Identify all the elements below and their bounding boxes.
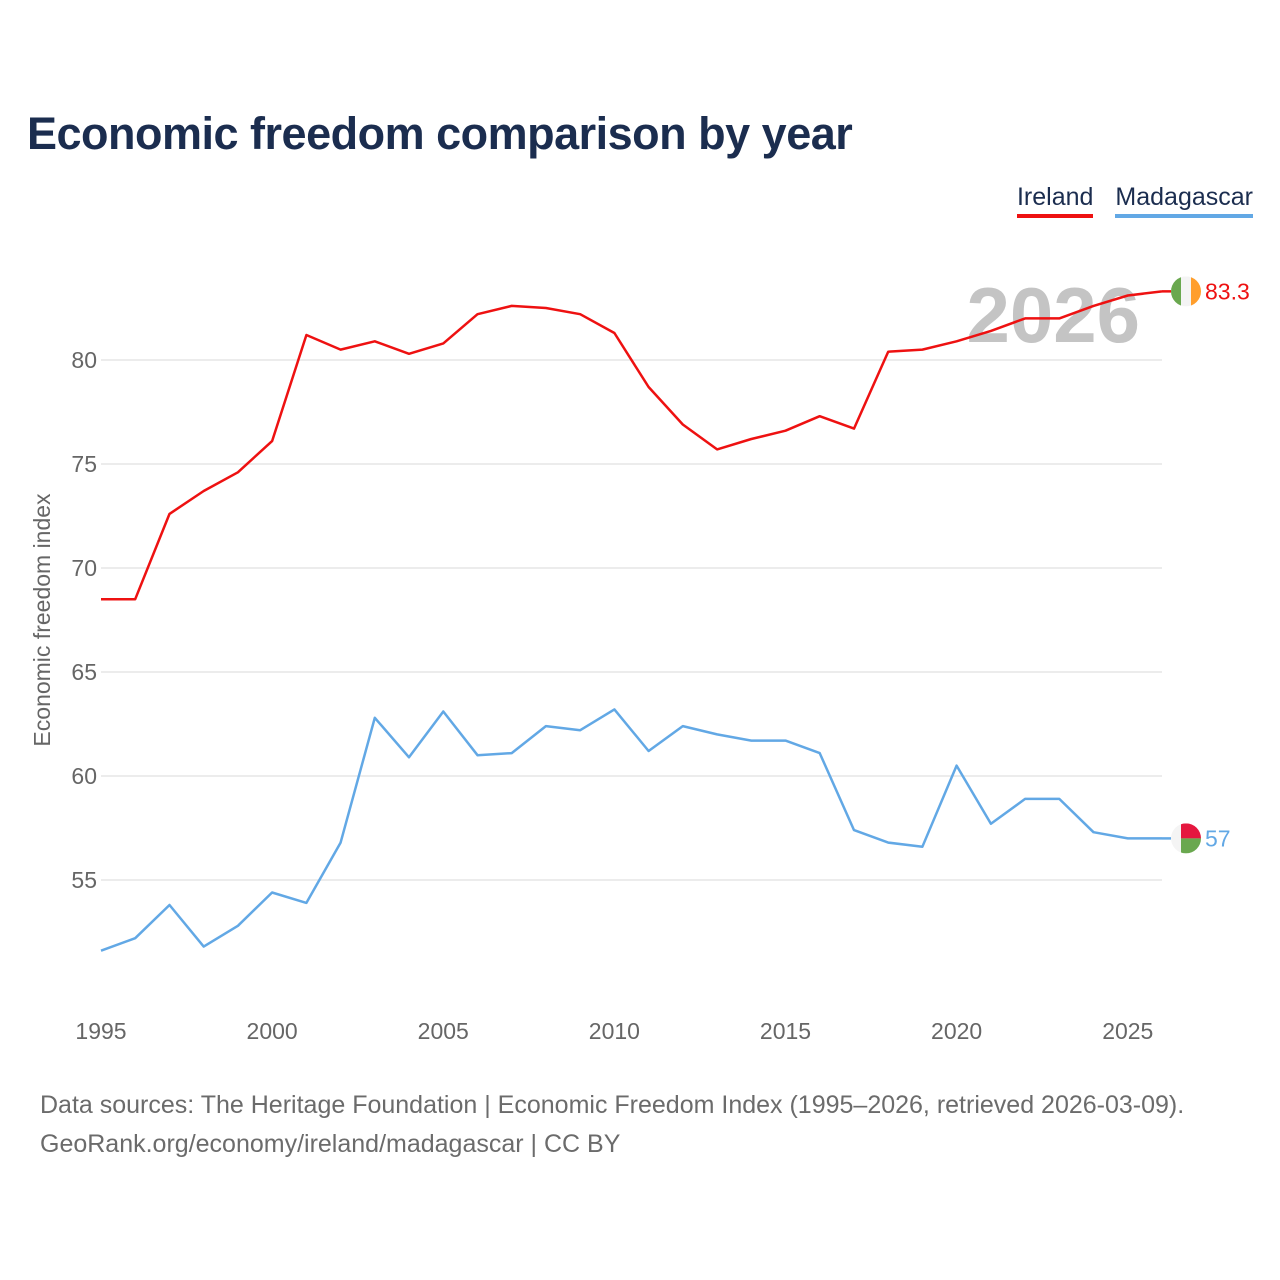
series-line-ireland[interactable]: [101, 290, 1163, 601]
y-tick-label-55: 55: [71, 867, 97, 893]
series-line-madagascar[interactable]: [100, 708, 1162, 952]
end-value-label-ireland: 83.3: [1205, 278, 1250, 304]
x-tick-label-1995: 1995: [75, 1018, 126, 1044]
end-value-label-madagascar: 57: [1205, 825, 1231, 851]
chart-title: Economic freedom comparison by year: [27, 108, 853, 159]
data-sources-note: Data sources: The Heritage Foundation | …: [40, 1091, 1185, 1119]
y-tick-label-80: 80: [71, 347, 97, 373]
y-tick-label-75: 75: [71, 451, 97, 477]
series-lines: [100, 290, 1163, 952]
y-tick-label-60: 60: [71, 763, 97, 789]
y-axis-ticks: 55 60 65 70 75 80: [71, 347, 97, 893]
x-tick-label-2015: 2015: [760, 1018, 811, 1044]
ireland-flag-icon: [1171, 276, 1201, 307]
legend-item-madagascar[interactable]: Madagascar: [1115, 183, 1253, 218]
madagascar-flag-icon: [1171, 823, 1201, 854]
x-tick-label-2025: 2025: [1102, 1018, 1153, 1044]
footer: Data sources: The Heritage Foundation | …: [40, 1086, 1184, 1164]
y-tick-label-65: 65: [71, 659, 97, 685]
credit-note: GeoRank.org/economy/ireland/madagascar |…: [40, 1130, 621, 1158]
x-tick-label-2010: 2010: [589, 1018, 640, 1044]
x-tick-label-2005: 2005: [418, 1018, 469, 1044]
x-tick-label-2020: 2020: [931, 1018, 982, 1044]
y-axis-label: Economic freedom index: [29, 493, 55, 747]
end-markers: 83.3 57: [1162, 276, 1250, 854]
x-axis-ticks: 1995 2000 2005 2010 2015 2020 2025: [75, 1018, 1153, 1044]
grid-lines: [101, 359, 1162, 881]
x-tick-label-2000: 2000: [247, 1018, 298, 1044]
year-watermark: 2026: [966, 271, 1140, 359]
legend: Ireland Madagascar: [1016, 183, 1253, 218]
y-tick-label-70: 70: [71, 555, 97, 581]
legend-item-ireland[interactable]: Ireland: [1016, 183, 1094, 218]
